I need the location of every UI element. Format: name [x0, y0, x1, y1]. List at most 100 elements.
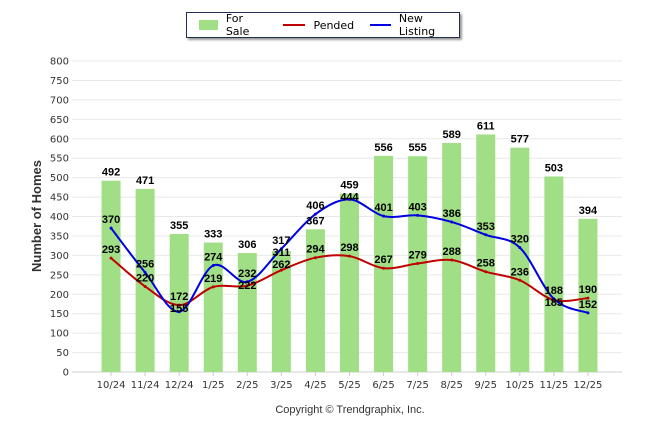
x-tick-label: 2/25 [236, 380, 258, 391]
y-tick-label: 350 [50, 231, 69, 242]
point-value-label-pended: 288 [443, 246, 461, 258]
point-new-listing [348, 197, 351, 201]
legend-swatch-new-listing [370, 24, 391, 26]
point-value-label-pended: 293 [102, 244, 120, 256]
point-pended [348, 254, 351, 258]
point-value-label-pended: 279 [408, 250, 426, 262]
bar-value-label: 556 [374, 142, 392, 154]
point-value-label-new-listing: 155 [170, 303, 188, 315]
y-tick-label: 600 [50, 134, 69, 145]
point-value-label-pended: 294 [306, 244, 325, 256]
legend-item-pended: Pended [283, 19, 354, 32]
point-value-label-new-listing: 401 [374, 202, 392, 214]
bar-value-label: 611 [477, 120, 495, 132]
point-pended [109, 256, 113, 260]
y-tick-label: 700 [50, 95, 69, 106]
point-value-label-new-listing: 256 [136, 258, 154, 270]
bar-for-sale [476, 134, 496, 372]
bar-value-label: 394 [579, 205, 598, 217]
point-value-label-pended: 219 [204, 273, 222, 285]
bar-for-sale [237, 253, 257, 372]
y-tick-label: 650 [50, 115, 69, 126]
point-value-label-new-listing: 386 [443, 208, 461, 220]
point-new-listing [109, 226, 113, 230]
point-new-listing [279, 247, 283, 251]
x-tick-label: 4/25 [304, 380, 326, 391]
x-tick-label: 7/25 [406, 380, 428, 391]
x-tick-label: 10/25 [505, 380, 534, 391]
point-value-label-pended: 222 [238, 280, 256, 292]
point-value-label-new-listing: 406 [306, 200, 324, 212]
y-tick-label: 200 [50, 290, 69, 301]
bar-value-label: 311 [273, 247, 291, 259]
point-new-listing [177, 310, 181, 314]
y-axis-label: Number of Homes [29, 160, 44, 272]
point-value-label-pended: 185 [545, 297, 563, 309]
point-pended [450, 258, 454, 262]
point-new-listing [143, 270, 147, 274]
point-value-label-new-listing: 188 [545, 285, 563, 297]
point-value-label-new-listing: 353 [477, 221, 495, 233]
y-tick-label: 500 [50, 173, 69, 184]
y-tick-label: 50 [56, 348, 69, 359]
point-pended [586, 296, 590, 300]
bar-value-label: 459 [340, 180, 358, 192]
point-value-label-pended: 262 [272, 259, 290, 271]
y-tick-label: 550 [50, 154, 69, 165]
bar-for-sale [340, 193, 359, 372]
point-pended [484, 270, 488, 274]
point-value-label-new-listing: 444 [340, 192, 359, 204]
legend-label-for-sale: For Sale [225, 12, 250, 38]
point-new-listing [450, 220, 454, 224]
point-value-label-new-listing: 232 [238, 268, 256, 280]
lines [109, 197, 590, 315]
point-value-label-new-listing: 274 [204, 251, 223, 263]
point-pended [279, 268, 283, 272]
bar-value-label: 367 [306, 215, 324, 227]
point-value-label-pended: 258 [477, 258, 495, 270]
grid [72, 60, 622, 373]
point-pended [416, 262, 420, 266]
point-pended [177, 303, 181, 307]
point-new-listing [552, 297, 556, 301]
point-new-listing [518, 246, 522, 250]
bar-value-label: 577 [511, 134, 529, 146]
point-pended [313, 256, 317, 260]
legend-item-for-sale: For Sale [199, 12, 267, 38]
bar-for-sale [169, 233, 189, 372]
legend-label-new-listing: New Listing [398, 12, 436, 38]
point-new-listing [484, 233, 488, 237]
bar-for-sale [203, 242, 223, 372]
bar-for-sale [305, 229, 325, 372]
copyright: Copyright © Trendgraphix, Inc. [275, 404, 424, 416]
y-tick-label: 0 [63, 368, 69, 379]
point-pended [518, 278, 522, 282]
point-value-label-new-listing: 317 [272, 235, 290, 247]
legend-item-new-listing: New Listing [370, 12, 459, 38]
point-value-label-new-listing: 320 [511, 234, 529, 246]
bar-value-label: 589 [443, 129, 461, 141]
point-new-listing [416, 213, 420, 217]
x-tick-label: 6/25 [372, 380, 394, 391]
point-value-label-pended: 298 [340, 242, 358, 254]
point-value-label-new-listing: 403 [408, 201, 426, 213]
legend: For Sale Pended New Listing [186, 12, 460, 38]
point-value-label-new-listing: 152 [579, 299, 597, 311]
bar-for-sale [135, 188, 155, 372]
x-tick-label: 8/25 [440, 380, 462, 391]
x-tick-label: 12/25 [574, 380, 603, 391]
bar-value-label: 471 [136, 175, 154, 187]
point-new-listing [313, 212, 317, 216]
bar-for-sale [578, 218, 598, 372]
point-pended [211, 285, 215, 289]
point-pended [143, 284, 147, 288]
legend-swatch-for-sale [199, 20, 218, 30]
bar-value-label: 306 [238, 239, 256, 251]
point-new-listing [382, 214, 386, 218]
x-tick-label: 9/25 [475, 380, 497, 391]
x-tick-label: 5/25 [338, 380, 360, 391]
y-tick-label: 800 [50, 57, 69, 68]
x-tick-label: 11/24 [131, 380, 160, 391]
bar-for-sale [271, 251, 291, 372]
